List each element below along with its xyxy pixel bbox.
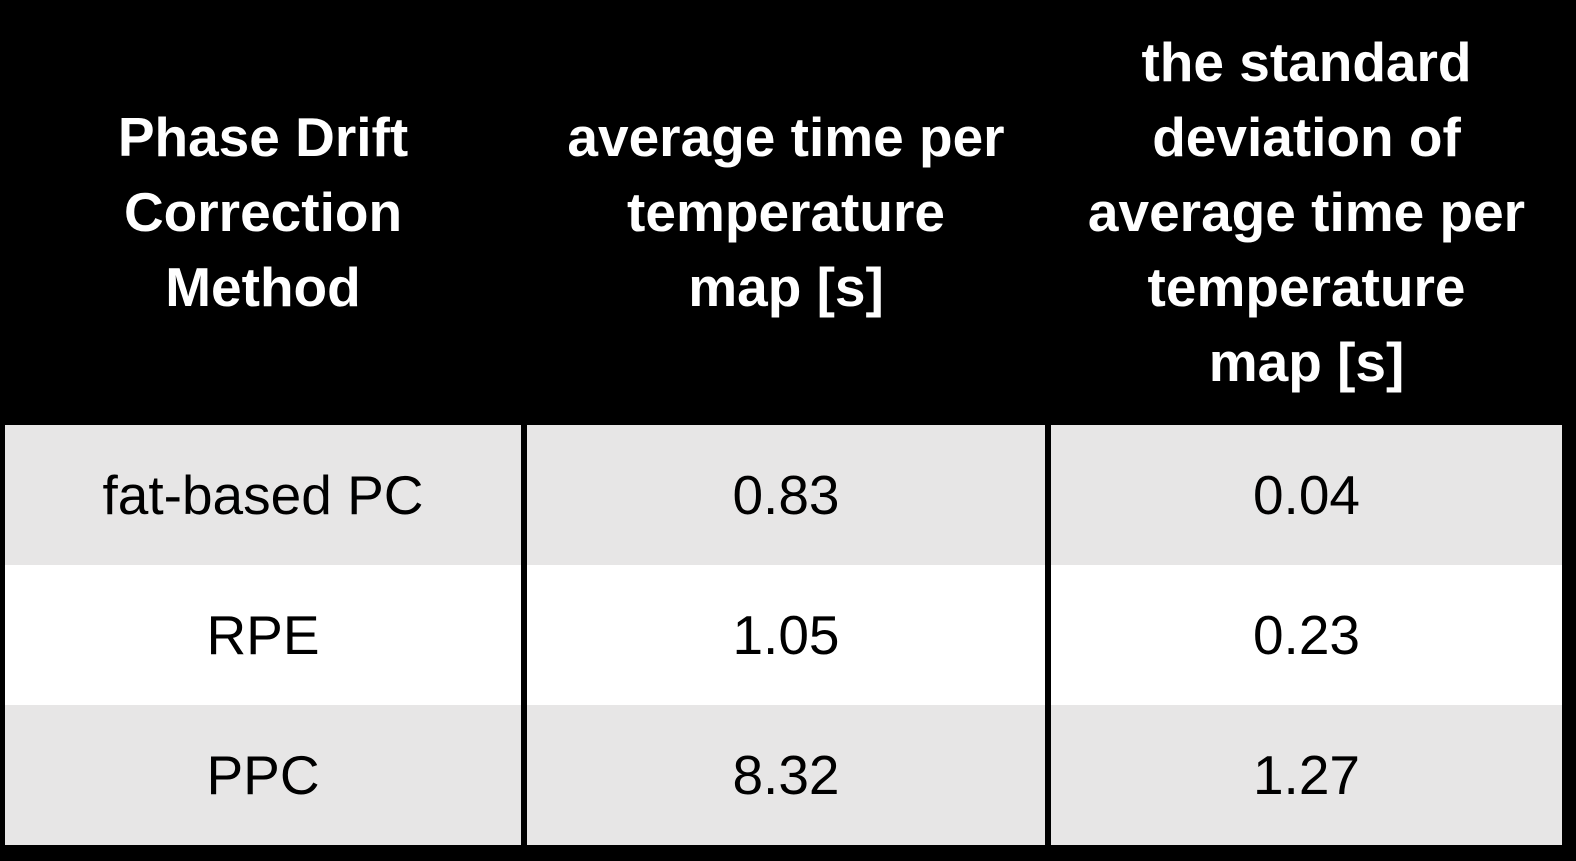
cell-avg-time-row3: 8.32: [527, 705, 1045, 845]
header-cell-method: Phase Drift Correction Method: [5, 0, 521, 425]
cell-avg-time-row1: 0.83: [527, 425, 1045, 565]
cell-method-row3: PPC: [5, 705, 521, 845]
cell-std-dev-row3: 1.27: [1051, 705, 1562, 845]
cell-method-row2: RPE: [5, 565, 521, 705]
cell-std-dev-row1: 0.04: [1051, 425, 1562, 565]
cell-method-row1: fat-based PC: [5, 425, 521, 565]
header-cell-avg-time: average time per temperature map [s]: [527, 0, 1045, 425]
cell-std-dev-row2: 0.23: [1051, 565, 1562, 705]
header-cell-std-dev: the standard deviation of average time p…: [1051, 0, 1562, 425]
cell-avg-time-row2: 1.05: [527, 565, 1045, 705]
